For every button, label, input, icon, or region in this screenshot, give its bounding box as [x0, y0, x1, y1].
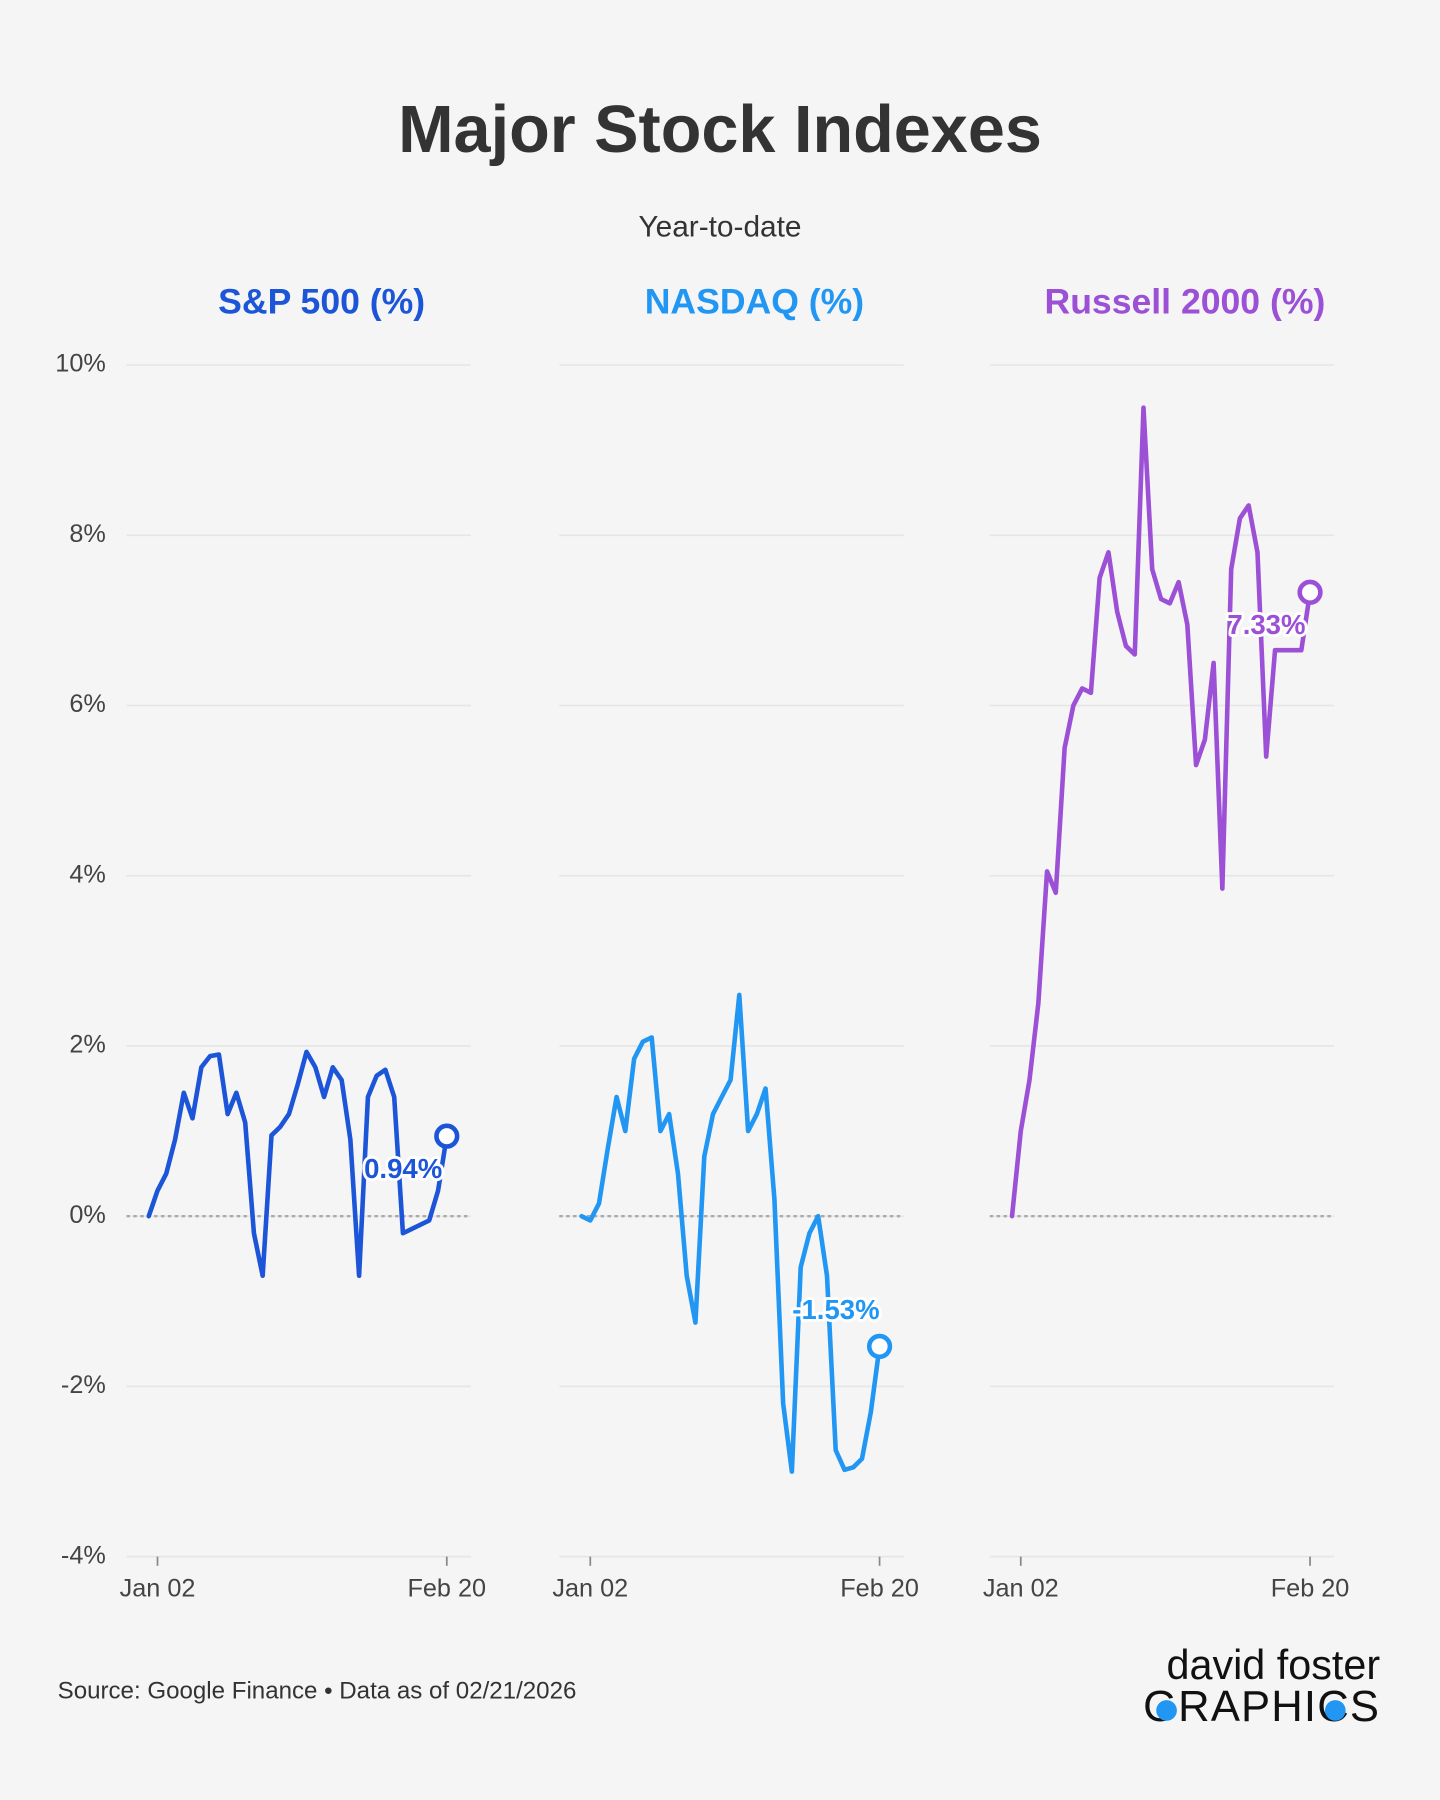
x-tick-label: Jan 02	[552, 1575, 628, 1603]
x-tick-label: Feb 20	[1271, 1575, 1350, 1603]
end-marker	[1297, 579, 1323, 605]
y-tick-label: 2%	[69, 1031, 106, 1059]
brand-dot	[1156, 1700, 1177, 1721]
x-tick-label: Jan 02	[983, 1575, 1059, 1603]
y-tick-label: 8%	[69, 520, 106, 548]
y-tick-label: -4%	[61, 1541, 106, 1569]
panel-title: Russell 2000 (%)	[1045, 282, 1326, 322]
panel-title: NASDAQ (%)	[645, 282, 864, 322]
value-label: -1.53%	[792, 1294, 879, 1325]
line	[1009, 405, 1313, 1219]
line	[146, 1049, 450, 1279]
value-label: 7.33%	[1227, 609, 1305, 640]
y-tick-label: 4%	[69, 860, 106, 888]
x-tick-label: Jan 02	[120, 1575, 196, 1603]
x-tick-label: Feb 20	[407, 1575, 486, 1603]
x-tick-label: Feb 20	[840, 1575, 919, 1603]
brand-dot	[1324, 1700, 1346, 1721]
subtitle: Year-to-date	[638, 210, 801, 243]
line	[579, 992, 882, 1474]
y-tick-label: 10%	[55, 350, 106, 378]
y-tick-label: 6%	[69, 690, 106, 718]
source: Source: Google Finance • Data as of 02/2…	[58, 1677, 577, 1704]
brand-top: david foster	[1167, 1642, 1381, 1688]
panel-title: S&P 500 (%)	[218, 282, 425, 322]
chart-title: Major Stock Indexes	[398, 93, 1042, 167]
end-marker	[866, 1333, 893, 1360]
end-marker	[434, 1123, 460, 1149]
value-label: 0.94%	[364, 1153, 442, 1184]
y-tick-label: 0%	[69, 1201, 106, 1229]
y-tick-label: -2%	[61, 1371, 106, 1399]
